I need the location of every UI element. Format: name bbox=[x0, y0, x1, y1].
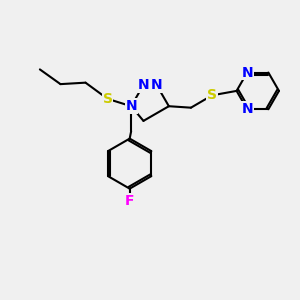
Text: N: N bbox=[242, 65, 253, 80]
Text: S: S bbox=[207, 88, 217, 102]
Text: S: S bbox=[103, 92, 112, 106]
Text: F: F bbox=[125, 194, 134, 208]
Text: N: N bbox=[125, 99, 137, 113]
Text: N: N bbox=[151, 78, 162, 92]
Text: N: N bbox=[242, 102, 253, 116]
Text: N: N bbox=[138, 78, 149, 92]
